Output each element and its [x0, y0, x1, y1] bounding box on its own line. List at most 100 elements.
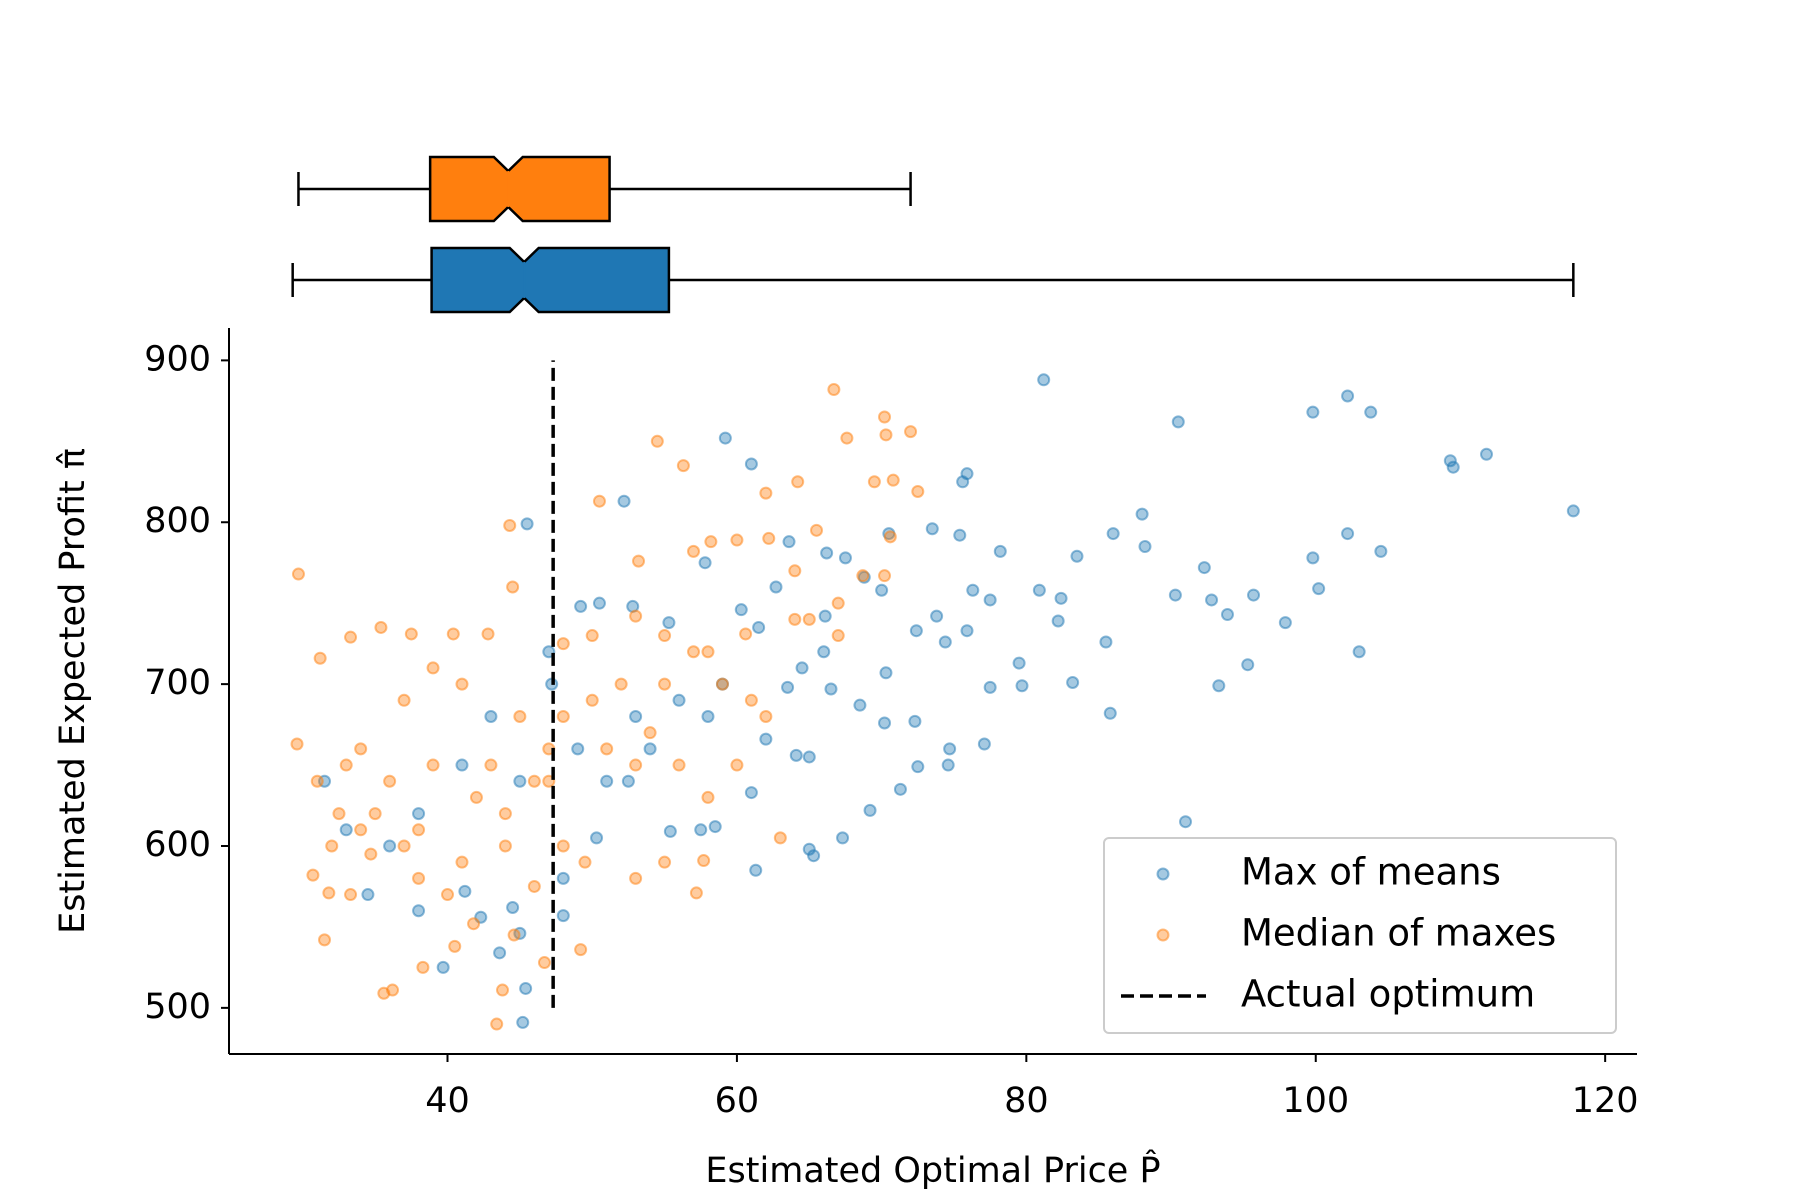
- point: [1306, 405, 1320, 419]
- point: [441, 888, 455, 902]
- point: [730, 758, 744, 772]
- point: [1106, 527, 1120, 541]
- point: [650, 434, 664, 448]
- y-tick-label: 700: [144, 663, 211, 703]
- point: [416, 960, 430, 974]
- point: [689, 886, 703, 900]
- point: [788, 612, 802, 626]
- point: [856, 569, 870, 583]
- legend-box: [1103, 837, 1617, 1034]
- point: [810, 523, 824, 537]
- legend-label: Median of maxes: [1241, 912, 1556, 955]
- point: [769, 580, 783, 594]
- point: [643, 726, 657, 740]
- point: [694, 823, 708, 837]
- legend-marker: [1156, 928, 1170, 942]
- legend-label: Actual optimum: [1241, 973, 1535, 1016]
- point: [739, 627, 753, 641]
- point: [1051, 614, 1065, 628]
- point: [412, 871, 426, 885]
- point: [672, 693, 686, 707]
- point: [836, 831, 850, 845]
- point: [1070, 549, 1084, 563]
- point: [629, 758, 643, 772]
- point: [853, 698, 867, 712]
- point: [820, 546, 834, 560]
- point: [412, 904, 426, 918]
- point: [556, 709, 570, 723]
- point: [744, 457, 758, 471]
- point: [759, 486, 773, 500]
- point: [592, 494, 606, 508]
- y-tick-label: 800: [144, 501, 211, 541]
- point: [698, 556, 712, 570]
- point: [629, 871, 643, 885]
- point: [1212, 679, 1226, 693]
- point: [516, 1015, 530, 1029]
- x-axis-label: Estimated Optimal Price P̂: [705, 1149, 1160, 1191]
- x-tick-label: 100: [1282, 1081, 1349, 1121]
- point: [718, 431, 732, 445]
- point: [818, 609, 832, 623]
- point: [938, 635, 952, 649]
- point: [893, 782, 907, 796]
- point: [824, 682, 838, 696]
- point: [1099, 635, 1113, 649]
- point: [658, 677, 672, 691]
- point: [983, 680, 997, 694]
- point: [621, 774, 635, 788]
- point: [1012, 656, 1026, 670]
- point: [701, 645, 715, 659]
- point: [574, 599, 588, 613]
- point: [448, 939, 462, 953]
- point: [1168, 588, 1182, 602]
- point: [1138, 540, 1152, 554]
- point: [676, 459, 690, 473]
- point: [344, 888, 358, 902]
- point: [1306, 551, 1320, 565]
- point: [883, 530, 897, 544]
- point: [354, 823, 368, 837]
- point: [600, 742, 614, 756]
- x-tick-label: 60: [715, 1081, 760, 1121]
- point: [458, 884, 472, 898]
- point: [1066, 676, 1080, 690]
- point: [1446, 460, 1460, 474]
- point: [1135, 507, 1149, 521]
- point: [571, 742, 585, 756]
- point: [643, 742, 657, 756]
- point: [1312, 582, 1326, 596]
- point: [687, 645, 701, 659]
- point: [503, 518, 517, 532]
- point: [807, 849, 821, 863]
- point: [600, 774, 614, 788]
- point: [1241, 658, 1255, 672]
- point: [701, 790, 715, 804]
- point: [867, 475, 881, 489]
- point: [629, 709, 643, 723]
- point: [759, 732, 773, 746]
- point: [1220, 608, 1234, 622]
- point: [617, 494, 631, 508]
- point: [789, 748, 803, 762]
- point: [455, 758, 469, 772]
- point: [840, 431, 854, 445]
- y-axis-label: Estimated Expected Profit π̂: [53, 448, 93, 934]
- x-tick-label: 120: [1572, 1081, 1639, 1121]
- point: [802, 842, 816, 856]
- point: [1037, 373, 1051, 387]
- point: [574, 943, 588, 957]
- point: [1443, 454, 1457, 468]
- point: [484, 758, 498, 772]
- point: [590, 831, 604, 845]
- point: [863, 803, 877, 817]
- point: [537, 956, 551, 970]
- point: [925, 522, 939, 536]
- point: [361, 888, 375, 902]
- point: [1341, 389, 1355, 403]
- point: [322, 886, 336, 900]
- point: [791, 475, 805, 489]
- point: [585, 693, 599, 707]
- point: [953, 528, 967, 542]
